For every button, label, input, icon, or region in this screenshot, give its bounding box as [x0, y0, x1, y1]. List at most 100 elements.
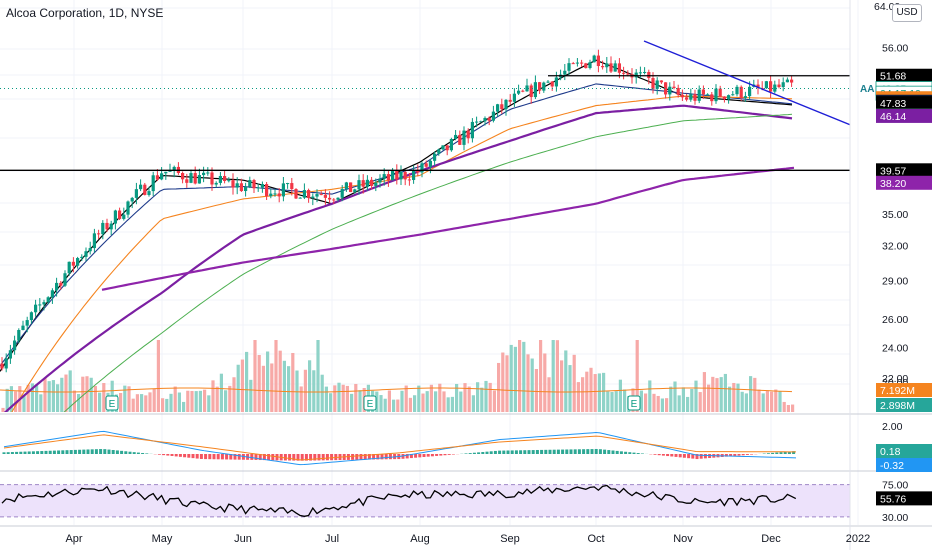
macd-histogram-bar	[115, 450, 119, 454]
candle	[328, 197, 332, 200]
price-badge-bg	[876, 68, 932, 83]
volume-bar	[156, 340, 160, 412]
volume-bar	[686, 396, 690, 412]
macd-histogram-bar	[615, 450, 619, 454]
volume-bar	[274, 340, 278, 412]
price-tick-label: 32.00	[882, 241, 908, 253]
macd-histogram-bar	[506, 450, 510, 454]
volume-bar	[182, 401, 186, 412]
candle	[592, 55, 596, 63]
candle	[580, 62, 584, 64]
volume-bar	[694, 380, 698, 412]
volume-bar	[417, 385, 421, 412]
candle	[189, 173, 193, 183]
candle	[160, 173, 164, 180]
candle	[193, 173, 197, 184]
macd-histogram-bar	[779, 452, 783, 454]
volume-bar	[148, 392, 152, 412]
volume-bar	[681, 387, 685, 412]
candle	[638, 72, 642, 74]
currency-badge[interactable]: USD	[892, 4, 922, 22]
candle	[353, 189, 357, 193]
volume-bar	[194, 391, 198, 412]
price-badge-label: 51.68	[880, 71, 906, 83]
macd-histogram-bar	[527, 450, 531, 454]
macd-histogram-bar	[409, 454, 413, 459]
candle	[168, 170, 172, 172]
volume-badge: 2.898M	[876, 398, 932, 412]
time-tick-label: Jun	[234, 533, 252, 545]
price-badge-label: 2.898M	[880, 400, 915, 412]
signal-badge: -0.32	[876, 458, 932, 472]
candle	[55, 282, 59, 291]
volume-bar	[5, 388, 9, 412]
volume-bar	[337, 382, 341, 412]
candle	[584, 63, 588, 69]
price-badge-bg	[876, 96, 932, 111]
macd-histogram-bar	[674, 454, 678, 457]
candle	[412, 170, 416, 181]
volume-bar	[723, 373, 727, 412]
time-axis[interactable]: Apr May Jun Jul Aug Sep Oct Nov Dec 2022	[65, 533, 870, 545]
volume-bar	[316, 340, 320, 412]
volume-bar	[72, 390, 76, 412]
volume-bar	[333, 385, 337, 412]
volume-bar	[400, 390, 404, 412]
time-tick-label: 2022	[846, 533, 870, 545]
macd-histogram-bar	[792, 451, 796, 454]
volume-bar	[358, 390, 362, 412]
macd-histogram-bar	[729, 454, 733, 457]
time-tick-label: Jul	[325, 533, 339, 545]
volume-bar	[219, 373, 223, 412]
candle	[420, 163, 424, 173]
candle	[491, 111, 495, 121]
macd-histogram-bar	[36, 451, 40, 454]
volume-bar	[698, 392, 702, 412]
macd-histogram-bar	[330, 454, 334, 461]
price-badge: 51.68	[876, 68, 932, 83]
candle	[185, 179, 189, 183]
volume-bar	[732, 382, 736, 412]
volume-bar	[572, 354, 576, 412]
candle	[239, 183, 243, 192]
price-axis[interactable]: 56.00 35.00 32.00 29.00 26.00 24.00 22.00 51.68…	[874, 1, 932, 524]
volume-bar	[576, 382, 580, 412]
volume-bar	[287, 366, 291, 412]
candle	[101, 222, 105, 235]
macd-histogram-bar	[787, 451, 791, 454]
candle	[197, 175, 201, 184]
candle	[382, 174, 386, 179]
volume-bar	[518, 340, 522, 412]
earnings-marker	[627, 395, 641, 411]
candle	[659, 80, 663, 83]
macd-histogram-bar	[325, 454, 329, 461]
volume-bar	[429, 384, 433, 412]
macd-histogram-bar	[94, 449, 98, 454]
price-badge: 39.57	[876, 163, 932, 178]
volume-bar	[236, 364, 240, 412]
candle	[437, 149, 441, 154]
macd-histogram-bar	[783, 451, 787, 454]
candle	[374, 182, 378, 186]
candle	[80, 256, 84, 259]
volume-bar	[539, 340, 543, 412]
macd-histogram-bar	[44, 450, 48, 454]
candle	[748, 86, 752, 97]
volume-bar	[455, 383, 459, 412]
candle	[664, 82, 668, 95]
macd-histogram-bar	[229, 454, 233, 460]
candle	[588, 62, 592, 69]
macd-histogram-bar	[519, 450, 523, 454]
candle	[210, 172, 214, 185]
volume-bar	[203, 389, 207, 412]
macd-histogram-bar	[233, 454, 237, 460]
price-tick-label: 56.00	[882, 42, 908, 54]
volume-bar	[68, 370, 72, 412]
grid-lines	[0, 0, 859, 525]
macd-histogram-bar	[468, 453, 472, 454]
candle	[739, 86, 743, 98]
volume-bar	[295, 370, 299, 412]
candle	[395, 170, 399, 180]
macd-histogram-bar	[724, 454, 728, 457]
